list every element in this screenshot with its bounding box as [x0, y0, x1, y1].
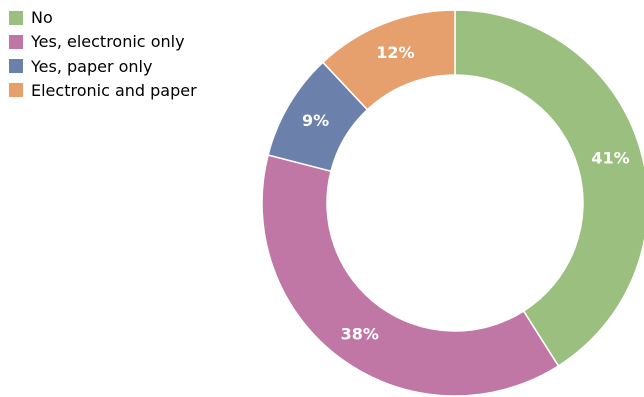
donut-slice-labels: 41% 38% 9% 12% [302, 43, 630, 344]
legend-item-electronic-and-paper: Electronic and paper [9, 80, 197, 101]
slice-label-yes-electronic-only: 38% [341, 325, 379, 344]
legend-swatch-electronic-and-paper [9, 83, 23, 98]
slice-label-electronic-and-paper: 12% [376, 43, 414, 62]
donut-slice-electronic-and-paper [321, 9, 456, 111]
legend-item-yes-paper-only: Yes, paper only [9, 56, 197, 77]
chart-legend: No Yes, electronic only Yes, paper only … [9, 7, 197, 104]
legend-item-yes-electronic-only: Yes, electronic only [9, 31, 197, 52]
donut-slices [261, 9, 644, 397]
legend-label-electronic-and-paper: Electronic and paper [31, 80, 197, 100]
donut-slice-no [454, 9, 644, 367]
legend-label-yes-paper-only: Yes, paper only [31, 56, 153, 76]
slice-label-yes-paper-only: 9% [302, 111, 329, 130]
slice-label-no: 41% [591, 148, 629, 167]
legend-item-no: No [9, 7, 197, 28]
legend-swatch-no [9, 10, 23, 25]
legend-label-no: No [31, 8, 53, 27]
legend-label-yes-electronic-only: Yes, electronic only [31, 32, 185, 52]
legend-swatch-yes-electronic-only [9, 34, 23, 49]
donut-slice-yes-electronic-only [261, 154, 560, 397]
legend-swatch-yes-paper-only [9, 59, 23, 74]
